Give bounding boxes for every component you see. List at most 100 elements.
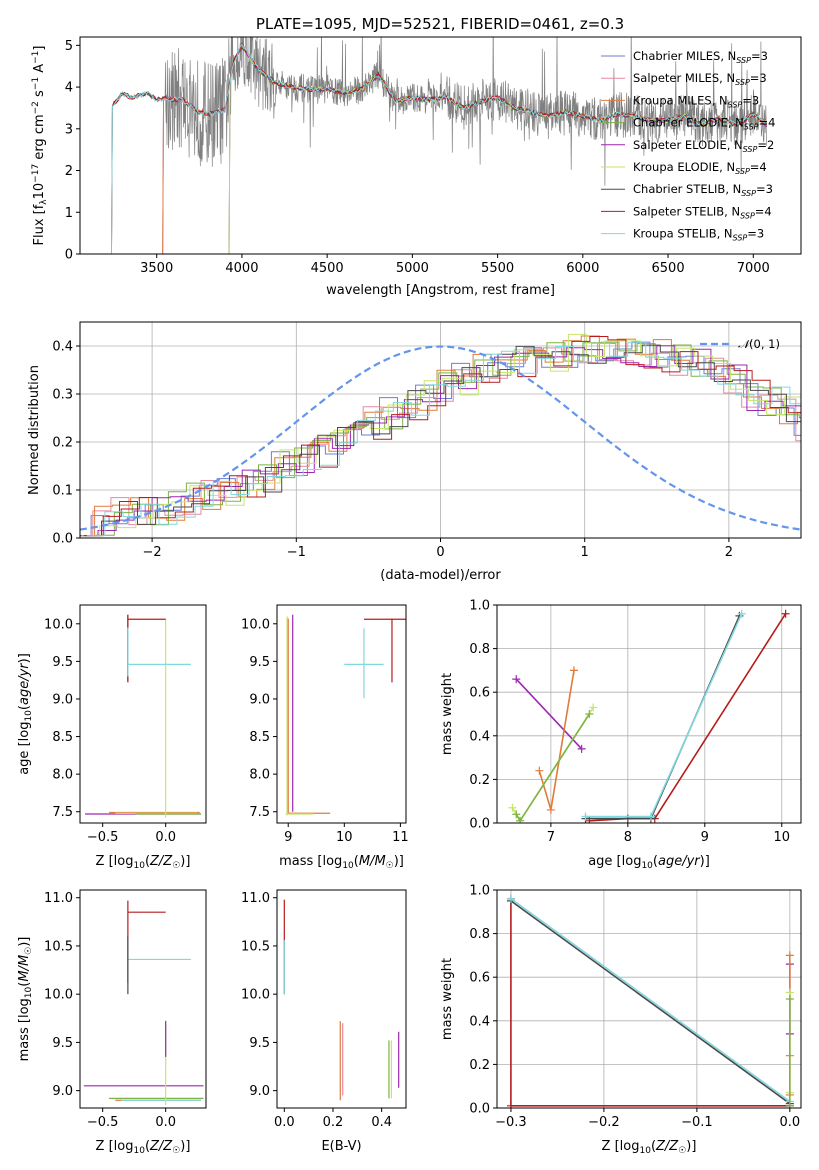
series-marker xyxy=(785,951,794,960)
y-tick-label: 2 xyxy=(65,164,73,179)
panel-weight-metallicity: −0.3 −0.2 −0.1 0.0 0.0 0.2 0.4 0.6 0.8 1.0 Z [log1… xyxy=(440,884,802,1156)
histogram-chabrier-stelib xyxy=(83,344,801,537)
x-tick-label: −0.3 xyxy=(495,1115,527,1130)
x-tick-label: 9 xyxy=(701,830,709,845)
series-marker xyxy=(512,810,521,819)
x-tick-label: 3500 xyxy=(140,261,173,276)
y-tick-label: 11.0 xyxy=(241,891,270,906)
y-tick-label: 3 xyxy=(65,122,73,137)
x-tick-label: 6500 xyxy=(652,261,685,276)
y-tick-label: 9.5 xyxy=(249,1036,270,1051)
series-marker xyxy=(506,894,515,903)
axes-frame xyxy=(496,889,802,1109)
plot-area-age-metallicity xyxy=(85,614,201,818)
x-tick-label: 6000 xyxy=(566,261,599,276)
y-tick-label: 10.0 xyxy=(44,617,73,632)
y-tick-label: 0.0 xyxy=(469,1102,490,1117)
series-marker xyxy=(589,703,598,712)
x-axis-label: Z [log10(Z/Z☉)] xyxy=(96,1139,191,1156)
x-tick-label: 0.0 xyxy=(155,1115,176,1130)
axes-frame xyxy=(496,604,802,824)
y-tick-label: 8.5 xyxy=(52,730,73,745)
x-tick-label: 10 xyxy=(336,830,353,845)
series-marker xyxy=(581,812,590,821)
x-tick-label: 8 xyxy=(624,830,632,845)
histogram-salpeter-miles xyxy=(80,343,801,537)
series-marker xyxy=(785,1101,794,1108)
series-marker xyxy=(569,666,578,675)
axes-frame xyxy=(79,889,207,1109)
y-tick-label: 0.3 xyxy=(52,388,73,403)
x-tick-label: 7000 xyxy=(737,261,770,276)
legend-entry: Kroupa STELIB, NSSP=3 xyxy=(633,227,764,243)
x-tick-label: 0 xyxy=(436,545,444,560)
x-axis-label: (data-model)/error xyxy=(380,568,501,583)
legend-entry: Chabrier MILES, NSSP=3 xyxy=(633,49,768,65)
series-marker xyxy=(785,995,794,1003)
y-tick-label: 1 xyxy=(65,206,73,221)
plot-area-weight-metallicity xyxy=(506,894,794,1108)
y-tick-label: 0 xyxy=(65,248,73,263)
y-tick-label: 0.6 xyxy=(469,686,490,701)
series-line-kroupa-stelib xyxy=(585,613,743,818)
legend-entry: Salpeter MILES, NSSP=3 xyxy=(633,71,767,87)
series-marker xyxy=(512,675,521,684)
x-tick-label: 0.0 xyxy=(780,1115,801,1130)
x-tick-label: 1 xyxy=(581,545,589,560)
y-tick-label: 0.6 xyxy=(469,971,490,986)
histogram-kroupa-elodie xyxy=(81,333,801,537)
x-axis-label: wavelength [Angstrom, rest frame] xyxy=(326,283,555,298)
y-tick-label: 0.8 xyxy=(469,927,490,942)
x-tick-label: −0.2 xyxy=(588,1115,620,1130)
panel-weight-age: 7 8 9 10 0.0 0.2 0.4 0.6 0.8 1.0 age [log10(age/yr… xyxy=(440,599,802,871)
series-marker xyxy=(737,609,746,618)
x-axis-label: Z [log10(Z/Z☉)] xyxy=(96,854,191,871)
series-line-salpeter-elodie xyxy=(515,678,583,750)
x-axis-label: Z [log10(Z/Z☉)] xyxy=(602,1139,697,1156)
axes-frame xyxy=(276,604,407,824)
x-tick-label: 0.0 xyxy=(274,1115,295,1130)
figure-title: PLATE=1095, MJD=52521, FIBERID=0461, z=0… xyxy=(256,15,624,33)
series-marker xyxy=(781,609,790,618)
y-tick-label: 8.0 xyxy=(249,768,270,783)
y-axis-label: mass weight xyxy=(440,958,455,1040)
series-marker xyxy=(577,744,586,753)
axes-frame xyxy=(79,604,207,824)
y-tick-label: 10.5 xyxy=(44,939,73,954)
legend-entry: 𝒩(0, 1) xyxy=(738,337,780,351)
series-line-chabrier-stelib xyxy=(510,900,791,1105)
plot-area-age-mass xyxy=(285,614,406,816)
plot-area-weight-age xyxy=(508,609,790,823)
series-line-kroupa-elodie xyxy=(511,707,594,823)
legend-entry: Salpeter ELODIE, NSSP=2 xyxy=(633,138,774,154)
legend-entry: Salpeter STELIB, NSSP=4 xyxy=(633,204,772,220)
x-tick-label: 9 xyxy=(284,830,292,845)
series-marker xyxy=(646,812,655,821)
y-tick-label: 9.5 xyxy=(249,655,270,670)
y-tick-label: 9.0 xyxy=(249,692,270,707)
panel-residuals: −2 −1 0 1 2 0.0 0.1 0.2 0.3 0.4 𝒩(0, 1) (data-model… xyxy=(27,321,802,583)
plot-area-mass-metallicity xyxy=(83,900,204,1106)
panel-mass-ebv: 0.0 0.2 0.4 9.0 9.5 10.0 10.5 11.0 E(B-V) xyxy=(241,889,407,1154)
panel-spectrum: 3500 4000 4500 5000 5500 6000 6500 7000 0 1 2 3 4 5 Ch… xyxy=(31,36,802,298)
y-axis-label: Flux [fλ10−17 erg cm−2 s−1 A−1] xyxy=(31,46,49,246)
panel-age-mass: 9 10 11 7.5 8.0 8.5 9.0 9.5 10.0 mass [log10(M/M☉… xyxy=(241,604,409,871)
y-axis-label: Normed distribution xyxy=(27,365,42,495)
y-tick-label: 0.8 xyxy=(469,642,490,657)
histogram-chabrier-miles xyxy=(80,341,801,537)
y-tick-label: 0.2 xyxy=(469,1058,490,1073)
series-marker xyxy=(546,805,555,814)
plot-area-spectrum xyxy=(108,37,768,254)
histogram-kroupa-stelib xyxy=(86,342,801,537)
x-tick-label: 0.4 xyxy=(371,1115,392,1130)
series-marker xyxy=(535,766,544,775)
x-tick-label: −1 xyxy=(287,545,306,560)
y-tick-label: 10.0 xyxy=(241,988,270,1003)
y-tick-label: 0.0 xyxy=(469,817,490,832)
gaussian-curve xyxy=(80,345,801,531)
y-tick-label: 0.4 xyxy=(469,1014,490,1029)
series-marker xyxy=(585,710,594,718)
histogram-kroupa-miles xyxy=(80,335,801,537)
y-axis-label: mass [log10(M/M☉)] xyxy=(17,937,34,1062)
